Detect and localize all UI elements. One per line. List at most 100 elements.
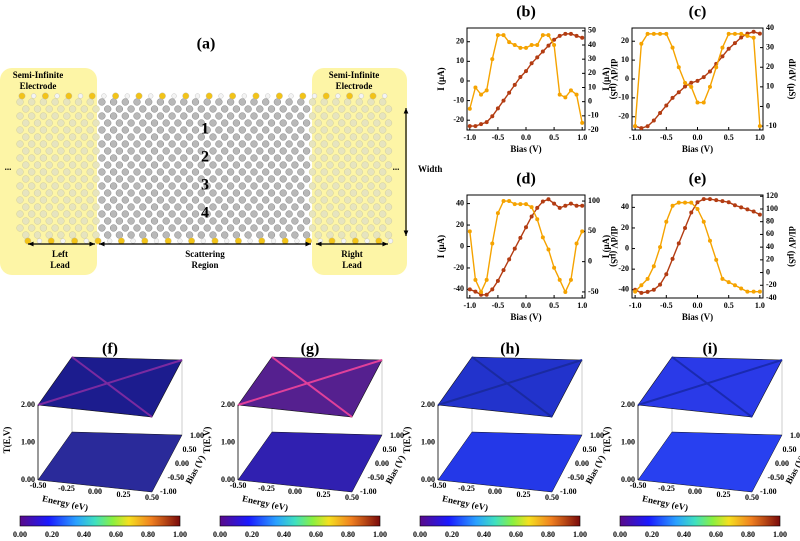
atom	[133, 154, 141, 162]
atom	[232, 133, 241, 141]
y-tick-label: -0.50	[368, 473, 385, 482]
data-point	[751, 289, 756, 294]
z-tick-label: 1.00	[621, 437, 635, 446]
y2-tick-label: 40	[766, 23, 774, 32]
atom	[279, 147, 287, 155]
atom	[338, 203, 346, 211]
atom	[68, 161, 77, 169]
y-tick-label: 0	[625, 243, 629, 252]
atom	[314, 231, 322, 239]
colorbar-tick-label: 1.00	[173, 530, 187, 539]
atom	[332, 140, 340, 148]
atom	[314, 189, 322, 197]
x-tick-label: 0.00	[88, 487, 102, 496]
edge-atom	[182, 92, 190, 100]
atom	[28, 126, 36, 134]
atom	[279, 189, 287, 197]
atom	[33, 161, 42, 169]
data-point	[651, 118, 656, 123]
atom	[33, 119, 42, 127]
edge-atom	[158, 92, 166, 100]
atom	[285, 182, 293, 190]
atom	[367, 154, 375, 162]
arrow-head	[305, 241, 311, 247]
y2-tick-label: 120	[766, 191, 778, 200]
data-point	[751, 209, 756, 214]
atom	[279, 133, 287, 141]
data-point	[574, 33, 579, 38]
atom	[262, 126, 270, 134]
edge-atom	[107, 238, 113, 244]
atom	[150, 147, 159, 155]
atom	[367, 210, 375, 218]
atom	[203, 196, 211, 204]
atom	[98, 182, 106, 190]
atom	[28, 182, 36, 190]
data-point	[490, 114, 495, 119]
atom	[203, 98, 211, 106]
data-point	[535, 217, 540, 222]
atom	[80, 231, 88, 239]
atom	[92, 147, 100, 155]
panel-label: (i)	[702, 341, 717, 358]
atom	[174, 147, 182, 155]
atom	[86, 140, 94, 148]
data-point	[501, 33, 506, 38]
y2-tick-label: 40	[766, 242, 774, 251]
atom	[384, 203, 393, 211]
atom	[267, 105, 276, 113]
z-tick-label: 0.00	[221, 475, 235, 484]
data-point	[664, 219, 669, 224]
edge-atom	[54, 93, 60, 99]
atom	[133, 182, 141, 190]
atom	[127, 231, 135, 239]
y2-tick-label: 50	[588, 26, 596, 35]
atom	[285, 140, 293, 148]
atom	[338, 175, 346, 183]
atom	[109, 112, 118, 120]
atom	[156, 112, 165, 120]
x-tick-label: 0.5	[549, 301, 559, 310]
edge-atom	[351, 237, 359, 245]
atom	[180, 126, 188, 134]
atom	[308, 224, 317, 232]
atom	[215, 196, 223, 204]
y-tick-label: 10	[456, 56, 464, 65]
data-point	[495, 278, 500, 283]
data-point	[751, 29, 756, 34]
x-tick-label: -0.50	[30, 481, 47, 490]
atom	[291, 203, 299, 211]
atom	[338, 231, 346, 239]
y-tick-label: 0.50	[783, 445, 797, 454]
channel-number: 4	[201, 205, 209, 222]
atom	[98, 98, 106, 106]
atom	[273, 210, 282, 218]
x-tick-label: -1.0	[463, 301, 476, 310]
atom	[361, 147, 369, 155]
data-point	[707, 238, 712, 243]
data-point	[518, 75, 523, 80]
atom	[86, 196, 94, 204]
bottom-surface	[237, 431, 383, 493]
atom	[302, 203, 311, 211]
data-point	[495, 106, 500, 111]
z-tick-label: 0.00	[621, 475, 635, 484]
atom	[174, 217, 182, 225]
atom	[68, 105, 77, 113]
atom	[145, 196, 153, 204]
edge-atom	[130, 238, 136, 244]
data-point	[473, 277, 478, 282]
atom	[302, 133, 311, 141]
atom	[349, 203, 358, 211]
atom	[308, 98, 317, 106]
atom	[156, 154, 165, 162]
atom	[33, 189, 42, 197]
atom	[168, 168, 176, 176]
atom	[156, 140, 165, 148]
atom	[267, 119, 276, 127]
data-point	[568, 88, 573, 93]
data-point	[720, 199, 725, 204]
x-tick-label: 0.5	[549, 133, 559, 142]
data-point	[535, 43, 540, 47]
atom	[285, 98, 293, 106]
